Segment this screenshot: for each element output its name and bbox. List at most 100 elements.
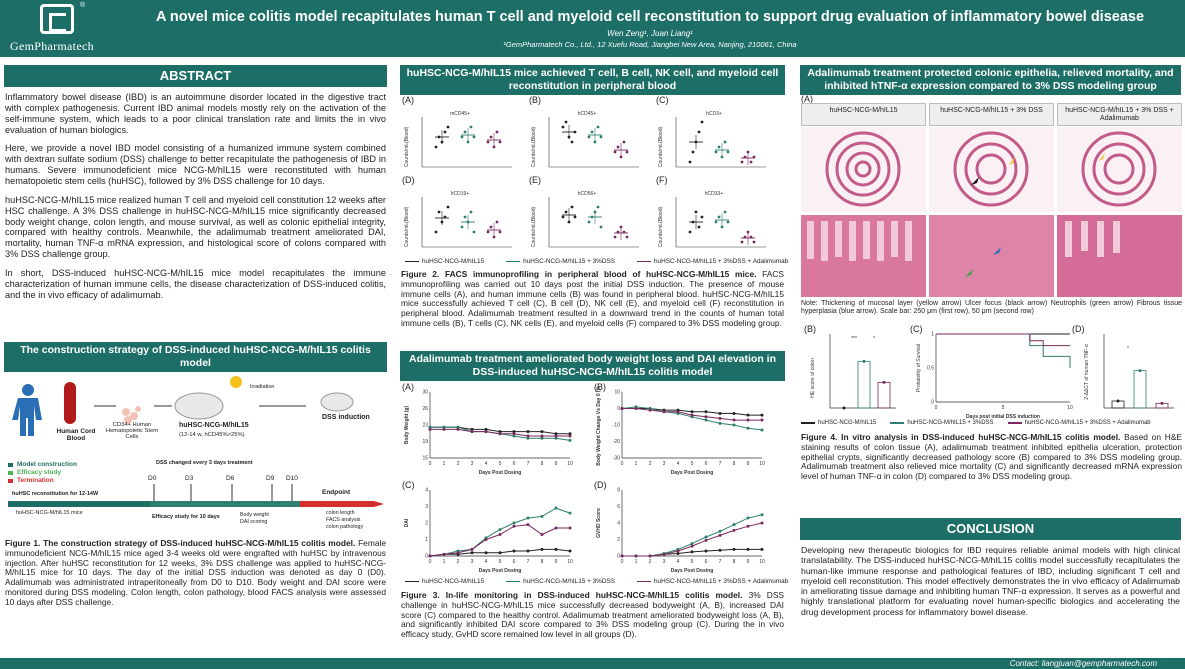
fig4b-sig2: * bbox=[873, 336, 875, 342]
fig3-point bbox=[456, 427, 460, 431]
fig3-point bbox=[732, 423, 736, 427]
fig3-xtick: 2 bbox=[457, 559, 460, 565]
fig2-point bbox=[498, 140, 502, 144]
fig2-point bbox=[688, 160, 692, 164]
fig3-xtick: 9 bbox=[555, 461, 558, 467]
day-d9: D9 bbox=[266, 475, 275, 482]
fig4c-ytick: 0 bbox=[931, 400, 934, 406]
fig4c-ytick: 1 bbox=[931, 332, 934, 338]
fig2-point bbox=[616, 145, 620, 149]
fig3-ytick: 0 bbox=[617, 406, 620, 412]
fig3-point bbox=[554, 506, 558, 510]
fig2-ylabel-0: Counts/mL(Blood) bbox=[404, 127, 410, 168]
endpoint-3: colon pathology bbox=[326, 524, 364, 530]
day-d0: D0 bbox=[148, 475, 157, 482]
fig3-point bbox=[554, 547, 558, 551]
fig3-point bbox=[554, 526, 558, 530]
fig2-point bbox=[625, 235, 629, 239]
fig3-xtick: 3 bbox=[471, 559, 474, 565]
recon-label: huHSC reconstitution for 12-14W bbox=[12, 491, 99, 497]
figure4-text: Based on H&E staining results of colon t… bbox=[801, 432, 1182, 482]
fig2-point bbox=[740, 240, 744, 244]
fig3-ytick: 4 bbox=[425, 488, 428, 494]
fig3-point bbox=[648, 554, 652, 558]
fig2-point bbox=[561, 125, 565, 129]
fig3-point bbox=[512, 430, 516, 434]
fig2-point bbox=[564, 120, 568, 124]
fig2-point bbox=[599, 135, 603, 139]
human-cord-blood-label: Human Cord Blood bbox=[56, 428, 96, 442]
fig3-ytick: -10 bbox=[613, 423, 620, 429]
fig4b-plot: HE score of colon*** * bbox=[810, 334, 896, 410]
fig2-point bbox=[463, 130, 467, 134]
fig3-point bbox=[690, 542, 694, 546]
fig3-tag-3: (D) bbox=[594, 480, 607, 490]
fig4-legend-1: huHSC-NCG-M/hIL15 bbox=[801, 420, 876, 426]
fig3-point bbox=[704, 538, 708, 542]
fig3-ylabel-0: Body Weight (g) bbox=[404, 406, 410, 445]
fig4d-point bbox=[1160, 401, 1164, 405]
fig4c-plot: Probability of Survival Days post initial… bbox=[916, 332, 1073, 421]
fig3-ytick: 15 bbox=[422, 456, 428, 462]
fig2-tag-5: (F) bbox=[656, 175, 668, 185]
fig3-ylabel-3: GVHD Score bbox=[596, 508, 602, 538]
fig2-plot-1: hCD45+ Counts/mL(Blood) bbox=[531, 111, 639, 168]
fig2-legend: huHSC-NCG-M/hIL15 huHSC-NCG-M/hIL15 + 3%… bbox=[405, 258, 788, 265]
fig3-ytick: 0 bbox=[617, 554, 620, 560]
fig4c-xtick: 5 bbox=[1002, 405, 1005, 411]
figure2-title: Figure 2. FACS immunoprofiling in periph… bbox=[401, 269, 757, 279]
fig3-point bbox=[760, 521, 764, 525]
fig4b-bar bbox=[877, 381, 891, 409]
fig3-xtick: 8 bbox=[733, 559, 736, 565]
fig2-ylabel-2: Counts/mL(Blood) bbox=[658, 127, 664, 168]
fig2-ylabel-3: Counts/mL(Blood) bbox=[404, 207, 410, 248]
fig2-point bbox=[472, 135, 476, 139]
fig4d-point bbox=[1116, 399, 1120, 403]
fig3-ytick: 2 bbox=[425, 521, 428, 527]
strategy-graphic bbox=[8, 376, 384, 507]
fig2-legend-2: huHSC-NCG-M/hIL15 + 3%DSS bbox=[506, 258, 615, 265]
conclusion-text: Developing new therapeutic biologics for… bbox=[801, 545, 1180, 617]
fig4-tag-2: (D) bbox=[1072, 324, 1085, 334]
fig2-plot-title-5: hCD33+ bbox=[705, 191, 724, 197]
fig3-point bbox=[456, 425, 460, 429]
fig2-point bbox=[717, 145, 721, 149]
fig3-point bbox=[746, 547, 750, 551]
fig3-point bbox=[554, 432, 558, 436]
fig2-tag-3: (D) bbox=[402, 175, 415, 185]
fig3-ylabel-1: Body Weight Change Vs Day 0 (%) bbox=[596, 386, 602, 466]
gempharmatech-logo bbox=[40, 4, 74, 34]
fig3-ytick: -30 bbox=[613, 456, 620, 462]
fig3-legend-1: huHSC-NCG-M/hIL15 bbox=[405, 578, 484, 585]
fig2-point bbox=[561, 215, 565, 219]
fig2-point bbox=[587, 135, 591, 139]
mice-label: huHSC-NCG-M/hIL15 mice bbox=[16, 510, 83, 516]
fig4-note: Note: Thickening of mucosal layer (yello… bbox=[801, 300, 1182, 316]
fig2-point bbox=[489, 225, 493, 229]
fig3-point bbox=[760, 418, 764, 422]
fig2-panels: (A) mCD45+ Counts/mL(Blood) (B) hCD45+ Counts… bbox=[400, 95, 785, 257]
fig3-point bbox=[690, 413, 694, 417]
fig3-point bbox=[526, 430, 530, 434]
fig4d-plot: 2-ΔΔCT of human TNF-α * bbox=[1084, 334, 1174, 409]
fig3-ytick: 6 bbox=[617, 504, 620, 510]
fig2-point bbox=[472, 230, 476, 234]
fig3-point bbox=[718, 416, 722, 420]
fig4-heading: Adalimumab treatment protected colonic e… bbox=[800, 65, 1181, 95]
fig3-point bbox=[746, 418, 750, 422]
fig2-point bbox=[495, 220, 499, 224]
fig3-point bbox=[484, 427, 488, 431]
dss-induction-label: DSS induction bbox=[322, 414, 370, 421]
fig3-point bbox=[512, 549, 516, 553]
fig3-point bbox=[568, 549, 572, 553]
fig2-point bbox=[469, 210, 473, 214]
fig2-point bbox=[446, 125, 450, 129]
fig3-point bbox=[442, 425, 446, 429]
fig3-xtick: 7 bbox=[719, 461, 722, 467]
fig2-point bbox=[570, 205, 574, 209]
fig2-point bbox=[613, 235, 617, 239]
day-d10: D10 bbox=[286, 475, 298, 482]
fig2-point bbox=[573, 215, 577, 219]
fig2-point bbox=[434, 145, 438, 149]
fig3-point bbox=[718, 533, 722, 537]
